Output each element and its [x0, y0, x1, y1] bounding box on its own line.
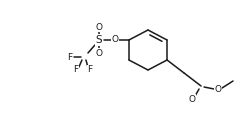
Text: O: O — [189, 94, 196, 104]
Text: F: F — [87, 65, 92, 74]
Text: O: O — [95, 22, 102, 32]
Text: O: O — [215, 84, 222, 94]
Text: F: F — [67, 52, 73, 62]
Text: F: F — [73, 65, 78, 74]
Text: S: S — [96, 35, 102, 45]
Text: O: O — [112, 35, 118, 45]
Text: O: O — [95, 49, 102, 57]
